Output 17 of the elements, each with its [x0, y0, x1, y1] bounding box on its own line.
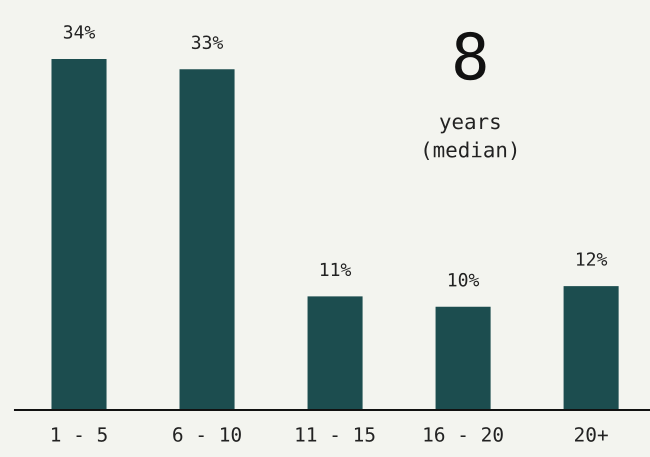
x-tick-label: 6 - 10 [173, 427, 241, 442]
bar [436, 306, 491, 410]
data-label: 12% [576, 252, 608, 266]
bar [51, 58, 107, 410]
bar [308, 296, 363, 410]
bar [564, 286, 619, 410]
x-tick-label: 11 - 15 [296, 427, 374, 442]
bar [180, 69, 235, 410]
x-tick-label: 16 - 20 [424, 427, 503, 442]
annotation: 8 [455, 32, 486, 80]
annotation: years (median) [424, 117, 516, 160]
data-label: 33% [192, 35, 224, 50]
x-tick-label: 1 - 5 [52, 427, 107, 442]
data-label: 34% [64, 25, 96, 39]
data-label: 11% [320, 262, 352, 276]
x-tick-label: 20+ [574, 427, 608, 442]
data-label: 10% [448, 272, 480, 287]
